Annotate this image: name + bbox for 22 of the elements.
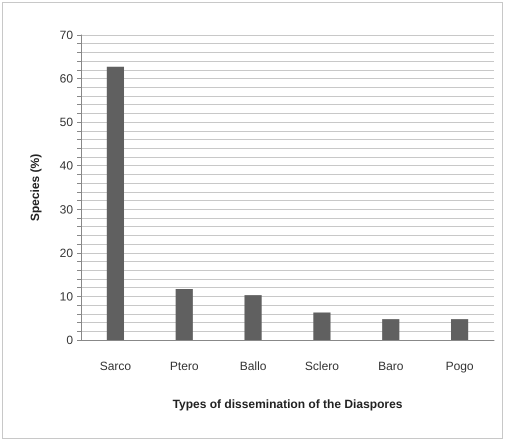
y-tick-label: 20 [60, 246, 74, 260]
y-tick-label: 60 [60, 72, 74, 86]
y-tick-label: 70 [60, 28, 74, 42]
y-tick-label: 10 [60, 289, 74, 304]
x-tick-label: Sclero [304, 359, 340, 373]
bar [244, 295, 262, 340]
x-tick-label: Sarco [100, 359, 132, 373]
bar [106, 66, 124, 340]
bar [450, 319, 468, 340]
y-tick-label: 50 [60, 115, 74, 130]
bar [382, 319, 400, 340]
bar [176, 289, 193, 340]
x-tick-label: Ptero [170, 359, 199, 373]
y-tick-label: 0 [66, 333, 74, 347]
x-tick-label: Baro [378, 359, 404, 373]
bar [313, 312, 331, 340]
y-tick-label: 40 [60, 158, 74, 173]
x-tick-label: Ballo [240, 359, 267, 373]
y-axis-title: Species (%) [28, 154, 42, 222]
y-tick-label: 30 [60, 202, 74, 216]
x-tick-label: Pogo [446, 359, 474, 373]
x-axis-title: Types of dissemination of the Diaspores [172, 397, 403, 411]
